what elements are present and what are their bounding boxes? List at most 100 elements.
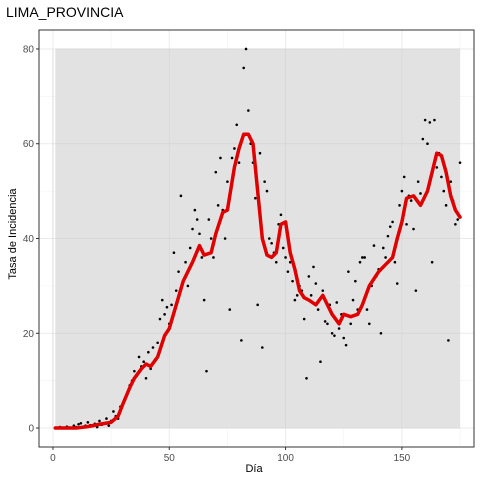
data-point	[263, 180, 266, 183]
data-point	[137, 355, 141, 359]
plot-panel	[38, 29, 475, 448]
data-point	[214, 170, 218, 174]
data-point	[354, 279, 357, 283]
data-point	[391, 220, 394, 224]
data-point	[323, 320, 327, 323]
x-tick-label: 100	[277, 453, 294, 464]
data-point	[309, 294, 313, 297]
chart-title: LIMA_PROVINCIA	[6, 4, 124, 20]
data-point	[284, 256, 287, 259]
data-point	[335, 301, 339, 304]
data-point	[142, 360, 145, 364]
data-point	[321, 289, 325, 292]
data-point	[223, 237, 227, 240]
data-point	[342, 336, 346, 340]
data-point	[79, 422, 83, 425]
data-point	[454, 222, 457, 226]
data-point	[414, 289, 418, 292]
data-point	[237, 161, 241, 164]
y-tick-label: 60	[23, 139, 35, 150]
data-point	[440, 175, 443, 179]
y-tick-label: 80	[23, 44, 35, 55]
data-point	[191, 227, 194, 231]
data-point	[312, 265, 315, 269]
data-point	[421, 137, 425, 141]
data-point	[160, 298, 164, 302]
data-point	[456, 218, 460, 221]
data-point	[381, 246, 385, 250]
data-point	[449, 180, 453, 183]
data-point	[368, 322, 371, 326]
data-point	[281, 246, 285, 250]
data-point	[412, 227, 415, 231]
data-point	[147, 350, 150, 354]
y-tick-label: 0	[28, 424, 34, 435]
data-point	[363, 256, 366, 259]
data-point	[458, 161, 462, 164]
data-point	[205, 369, 208, 373]
y-axis-label: Tasa de Incidencia	[7, 188, 19, 280]
data-point	[426, 142, 429, 146]
data-point	[188, 246, 192, 250]
y-tick-label: 40	[23, 234, 35, 245]
data-point	[193, 208, 197, 212]
data-point	[179, 194, 183, 198]
data-point	[254, 196, 257, 200]
data-point	[230, 156, 234, 160]
data-point	[98, 419, 101, 423]
data-point	[219, 156, 222, 160]
data-point	[358, 260, 362, 264]
data-point	[365, 308, 369, 311]
data-point	[198, 232, 201, 236]
data-point	[400, 189, 404, 193]
data-point	[319, 360, 322, 364]
data-point	[293, 298, 297, 302]
data-point	[107, 424, 111, 427]
data-point	[398, 204, 401, 207]
data-point	[286, 270, 290, 273]
data-point	[314, 282, 318, 285]
smooth-line	[53, 132, 462, 430]
data-point	[151, 346, 155, 349]
data-point	[202, 298, 206, 302]
data-point	[174, 289, 178, 292]
data-point	[186, 284, 190, 288]
data-point	[274, 260, 278, 264]
data-point	[347, 270, 350, 273]
data-point	[177, 270, 180, 273]
data-point	[247, 109, 250, 112]
data-point	[433, 118, 436, 122]
data-point	[435, 166, 439, 169]
data-point	[209, 237, 213, 240]
data-point	[384, 256, 387, 259]
data-point	[351, 298, 355, 302]
data-point	[86, 421, 90, 424]
data-point	[235, 123, 239, 127]
data-point	[409, 199, 413, 202]
data-point	[379, 331, 383, 335]
data-point	[305, 376, 308, 380]
data-point	[419, 192, 422, 195]
data-point	[200, 256, 204, 259]
data-point	[207, 218, 211, 221]
data-point	[228, 308, 232, 311]
data-point	[265, 189, 269, 193]
data-point	[105, 417, 108, 420]
data-point	[170, 303, 173, 307]
data-point	[326, 322, 329, 326]
data-point	[244, 47, 248, 51]
data-point	[216, 204, 220, 207]
data-point	[158, 317, 162, 321]
data-point	[77, 422, 80, 426]
data-point	[447, 339, 450, 342]
data-point	[405, 222, 408, 226]
x-tick-label: 0	[50, 453, 56, 464]
data-point	[163, 313, 166, 316]
data-point	[288, 260, 292, 264]
data-point	[430, 260, 434, 264]
data-point	[291, 279, 294, 283]
data-point	[133, 369, 136, 373]
data-point	[423, 118, 427, 122]
data-point	[402, 175, 406, 179]
